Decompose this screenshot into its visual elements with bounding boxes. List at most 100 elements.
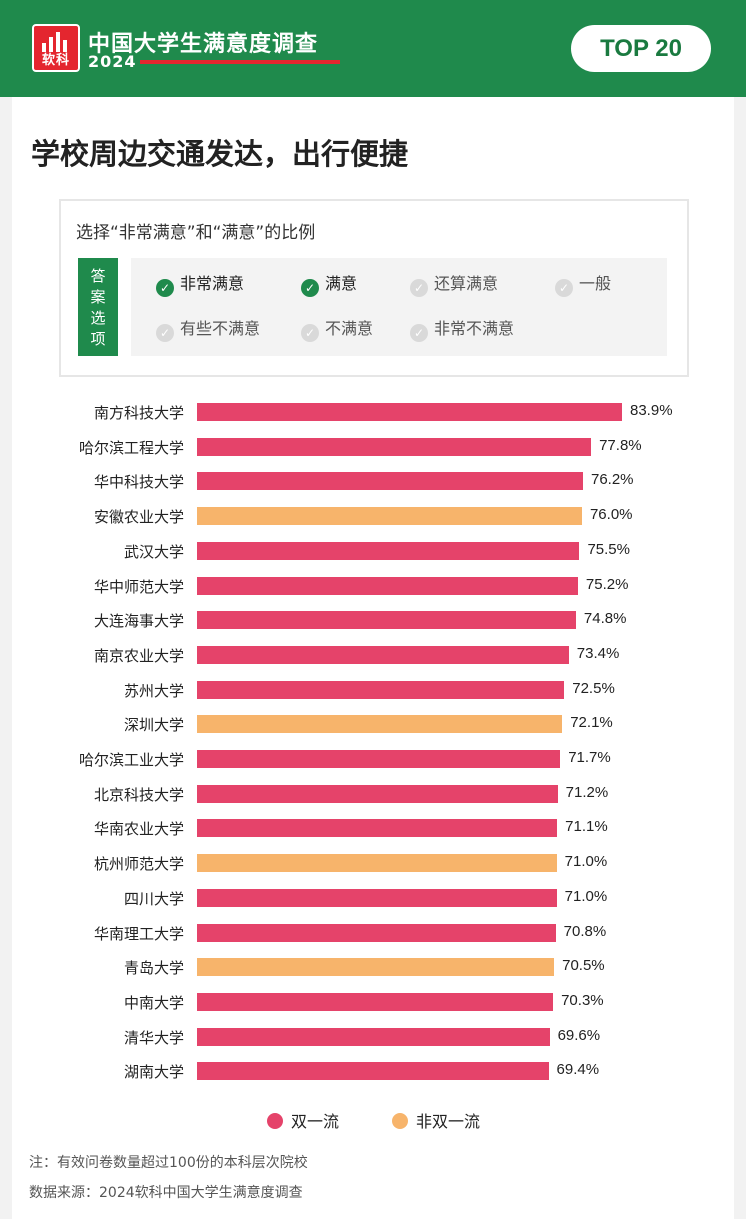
survey-title: 中国大学生满意度调查 — [88, 32, 319, 57]
option-label: 非常不满意 — [434, 319, 515, 338]
bar — [197, 507, 582, 525]
university-label: 清华大学 — [123, 1029, 184, 1047]
page-title: 学校周边交通发达，出行便捷 — [31, 137, 409, 171]
option-fairly-satisfied: ✓ 还算满意 — [410, 274, 499, 297]
filter-question: 选择“非常满意”和“满意”的比例 — [76, 223, 316, 243]
logo-text: 软科 — [41, 53, 70, 68]
university-label: 中南大学 — [123, 994, 184, 1012]
value-label: 71.2% — [565, 784, 609, 801]
option-very-dissatisfied: ✓ 非常不满意 — [410, 319, 515, 342]
bar — [197, 438, 592, 456]
value-label: 70.8% — [563, 923, 607, 940]
university-label: 杭州师范大学 — [93, 855, 184, 873]
check-icon: ✓ — [156, 324, 174, 342]
bar — [197, 785, 558, 803]
tag-char: 项 — [90, 330, 106, 348]
check-icon: ✓ — [301, 324, 319, 342]
value-label: 75.5% — [587, 541, 630, 558]
option-very-satisfied: ✓ 非常满意 — [156, 274, 245, 297]
top-badge: TOP 20 — [571, 25, 711, 72]
check-icon: ✓ — [410, 279, 428, 297]
bar — [197, 993, 554, 1011]
bar — [197, 1028, 550, 1046]
bar — [197, 854, 557, 872]
answer-options-tag: 答 案 选 项 — [78, 258, 118, 356]
footnote-source: 数据来源：2024软科中国大学生满意度调查 — [29, 1185, 303, 1201]
tag-char: 案 — [90, 288, 106, 306]
university-label: 哈尔滨工程大学 — [78, 439, 184, 457]
legend-dot-icon — [267, 1113, 283, 1129]
value-label: 71.0% — [564, 853, 608, 870]
university-label: 四川大学 — [123, 890, 184, 908]
university-label: 南京农业大学 — [93, 647, 184, 665]
option-label: 不满意 — [325, 319, 374, 338]
bar — [197, 715, 563, 733]
university-label: 青岛大学 — [123, 959, 184, 977]
value-label: 72.5% — [572, 680, 615, 697]
bar — [197, 403, 622, 421]
header-accent-line — [140, 60, 340, 64]
university-label: 华南理工大学 — [93, 925, 184, 943]
value-label: 73.4% — [576, 645, 620, 662]
bar — [197, 611, 576, 629]
university-label: 湖南大学 — [123, 1063, 184, 1081]
university-label: 北京科技大学 — [93, 786, 184, 804]
option-label: 非常满意 — [180, 274, 245, 293]
option-label: 满意 — [325, 274, 358, 293]
bar — [197, 924, 556, 942]
option-neutral: ✓ 一般 — [555, 274, 612, 297]
value-label: 71.0% — [564, 888, 608, 905]
footnote-note: 注：有效问卷数量超过100份的本科层次院校 — [29, 1155, 308, 1171]
legend-dot-icon — [392, 1113, 408, 1129]
bar — [197, 577, 578, 595]
university-label: 苏州大学 — [123, 682, 184, 700]
option-dissatisfied: ✓ 不满意 — [301, 319, 374, 342]
value-label: 83.9% — [630, 402, 673, 419]
bar — [197, 819, 558, 837]
legend-item-fei-shuangyiliu: 非双一流 — [392, 1108, 480, 1132]
university-label: 华中师范大学 — [93, 578, 184, 596]
value-label: 70.3% — [561, 992, 604, 1009]
university-label: 大连海事大学 — [93, 612, 184, 630]
bar — [197, 472, 583, 490]
check-icon: ✓ — [410, 324, 428, 342]
tag-char: 选 — [90, 309, 106, 327]
university-label: 华中科技大学 — [93, 473, 184, 491]
answer-options-area — [131, 258, 667, 356]
value-label: 72.1% — [570, 714, 613, 731]
legend-label: 非双一流 — [416, 1112, 481, 1131]
university-label: 哈尔滨工业大学 — [78, 751, 184, 769]
bar — [197, 750, 561, 768]
check-icon: ✓ — [555, 279, 573, 297]
check-icon: ✓ — [156, 279, 174, 297]
value-label: 69.6% — [557, 1027, 601, 1044]
option-label: 还算满意 — [434, 274, 499, 293]
value-label: 71.7% — [568, 749, 611, 766]
check-icon: ✓ — [301, 279, 319, 297]
bar — [197, 542, 580, 560]
survey-year: 2024 — [88, 52, 137, 71]
option-label: 一般 — [579, 274, 612, 293]
bar — [197, 958, 555, 976]
option-satisfied: ✓ 满意 — [301, 274, 358, 297]
value-label: 71.1% — [565, 818, 608, 835]
value-label: 74.8% — [583, 610, 627, 627]
bar — [197, 889, 557, 907]
university-label: 安徽农业大学 — [93, 508, 184, 526]
shanghai-ranking-logo: 软科 — [32, 24, 80, 72]
value-label: 76.0% — [589, 506, 633, 523]
university-label: 南方科技大学 — [93, 404, 184, 422]
value-label: 77.8% — [599, 437, 642, 454]
value-label: 76.2% — [590, 471, 634, 488]
university-label: 华南农业大学 — [93, 820, 184, 838]
value-label: 70.5% — [562, 957, 605, 974]
value-label: 69.4% — [556, 1061, 600, 1078]
legend-item-shuangyiliu: 双一流 — [267, 1108, 339, 1132]
university-label: 深圳大学 — [123, 716, 184, 734]
bar — [197, 646, 569, 664]
option-somewhat-dissatisfied: ✓ 有些不满意 — [156, 319, 261, 342]
tag-char: 答 — [90, 267, 106, 285]
value-label: 75.2% — [585, 576, 629, 593]
university-label: 武汉大学 — [123, 543, 184, 561]
option-label: 有些不满意 — [180, 319, 261, 338]
